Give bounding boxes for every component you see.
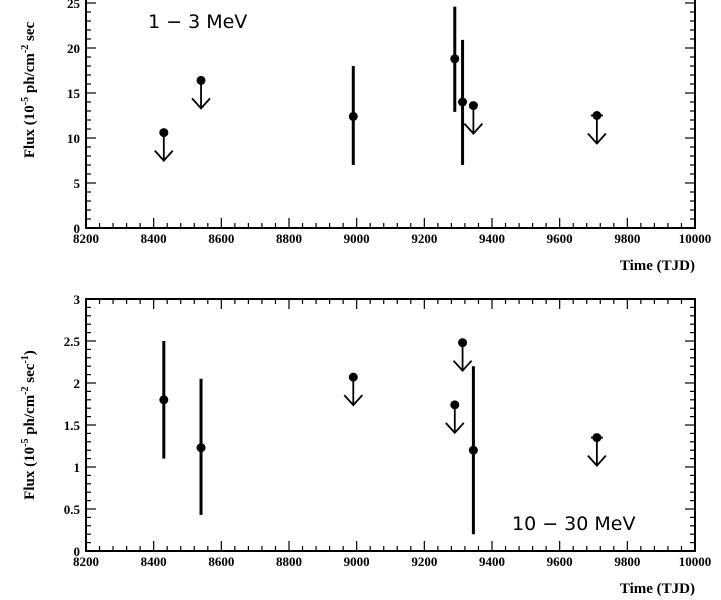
- data-point: [450, 54, 460, 64]
- panel-2: 8200 8400 8600 8800 9000 9200 9400 9600 9800 1000…: [20, 292, 711, 597]
- y-tick-label: 10: [67, 131, 80, 146]
- upper-limit-point: [458, 338, 468, 348]
- x-tick-label: 9000: [344, 231, 370, 246]
- y-tick-label: 0: [74, 221, 81, 236]
- x-tick-label: 9600: [547, 554, 573, 569]
- upper-limit-arrow-head: [445, 422, 465, 435]
- x-axis-label: Time (TJD): [620, 258, 695, 274]
- y-tick-label: 2: [74, 376, 81, 391]
- x-tick-label: 10000: [679, 231, 712, 246]
- y-tick-label: 0: [74, 544, 81, 559]
- data-point: [159, 395, 169, 405]
- y-tick-label: 1.5: [64, 418, 81, 433]
- y-tick-label: 0.5: [64, 502, 81, 517]
- upper-limit-point: [196, 75, 206, 85]
- data-point: [348, 111, 358, 121]
- y-tick-label: 25: [67, 0, 81, 11]
- x-tick-label: 8800: [276, 231, 302, 246]
- x-tick-label: 9800: [614, 231, 640, 246]
- x-tick-label: 8400: [141, 231, 167, 246]
- upper-limit-arrow-head: [463, 122, 484, 135]
- energy-band-label: 10 − 30 MeV: [512, 513, 635, 535]
- y-tick-label: 20: [67, 41, 80, 56]
- data-point: [468, 445, 478, 455]
- x-tick-label: 8600: [208, 231, 234, 246]
- upper-limit-point: [592, 433, 602, 443]
- data-point: [196, 443, 206, 453]
- energy-band-label: 1 − 3 MeV: [148, 11, 247, 33]
- x-tick-label: 9200: [411, 554, 437, 569]
- y-tick-label: 1: [74, 460, 81, 475]
- x-tick-label: 10000: [679, 554, 712, 569]
- x-tick-label: 8200: [73, 554, 99, 569]
- x-tick-label: 9000: [344, 554, 370, 569]
- y-axis-label: Flux (10-5 ph/cm-2 sec: [20, 22, 38, 159]
- x-tick-label: 9600: [547, 231, 573, 246]
- upper-limit-arrow-head: [191, 97, 211, 110]
- data-point: [458, 97, 468, 107]
- upper-limit-arrow-head: [587, 132, 607, 145]
- plot-frame: [85, 0, 696, 229]
- x-tick-label: 9200: [411, 231, 437, 246]
- y-tick-label: 5: [74, 176, 81, 191]
- x-tick-label: 8600: [208, 554, 234, 569]
- upper-limit-arrow-head: [587, 454, 607, 467]
- y-tick-label: 15: [67, 86, 81, 101]
- y-axis-label: Flux (10-5 ph/cm-2 sec-1): [20, 350, 38, 500]
- y-tick-label: 3: [74, 292, 81, 307]
- upper-limit-point: [159, 128, 169, 138]
- x-tick-label: 9800: [614, 554, 640, 569]
- upper-limit-arrow-head: [343, 394, 363, 407]
- upper-limit-point: [592, 111, 602, 120]
- upper-limit-point: [450, 400, 460, 410]
- x-tick-label: 8800: [276, 554, 302, 569]
- x-tick-label: 9400: [479, 554, 505, 569]
- y-tick-label: 2.5: [64, 334, 81, 349]
- upper-limit-point: [468, 101, 478, 111]
- upper-limit-point: [348, 372, 358, 382]
- x-tick-label: 9400: [479, 231, 505, 246]
- panel-1: 8200 8400 8600 8800 9000 9200 9400 9600 9800 1000…: [20, 0, 711, 274]
- upper-limit-arrow-head: [452, 360, 473, 373]
- x-tick-label: 8400: [141, 554, 167, 569]
- x-axis-label: Time (TJD): [620, 581, 695, 597]
- upper-limit-arrow-head: [154, 149, 174, 162]
- x-tick-label: 8200: [73, 231, 99, 246]
